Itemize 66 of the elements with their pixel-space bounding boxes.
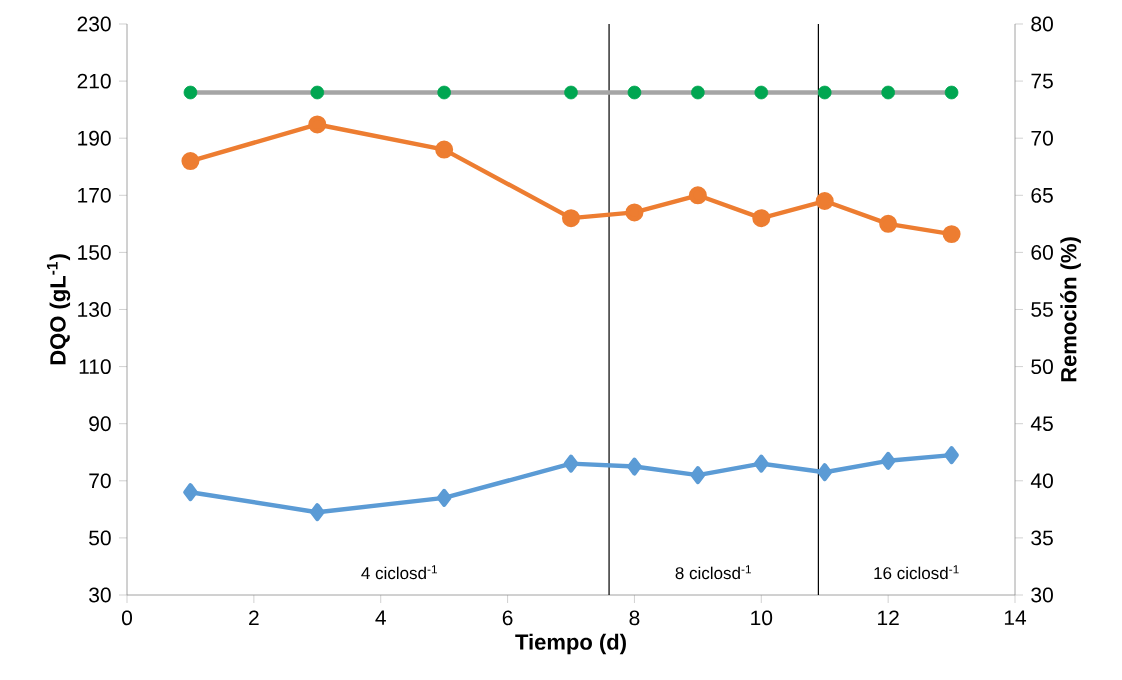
y2-tick-label: 40	[1030, 473, 1053, 489]
point	[880, 451, 896, 470]
y2-tick-label: 35	[1031, 530, 1053, 546]
y2-axis-title: Remoción (%)	[1060, 237, 1081, 382]
point	[183, 483, 198, 502]
point	[183, 85, 198, 100]
x-tick-label: 10	[751, 610, 773, 626]
point	[627, 85, 642, 100]
point	[817, 85, 832, 100]
point	[691, 85, 705, 100]
annotation: 4 ciclosd$^{-1}$	[361, 565, 438, 580]
point	[437, 85, 451, 100]
y-tick-label: 230	[77, 16, 111, 32]
y2-tick-label: 50	[1031, 359, 1053, 375]
y-tick-label: 90	[89, 416, 111, 432]
y2-tick-label: 80	[1031, 16, 1053, 32]
y2-tick-label: 75	[1031, 73, 1053, 89]
y2-tick-label: 45	[1030, 416, 1053, 432]
point	[436, 488, 452, 507]
x-tick-label: 12	[878, 610, 899, 626]
point	[754, 454, 769, 473]
point	[309, 503, 325, 522]
y-axis-title: DQO (gL$^{-1}$)	[46, 254, 71, 365]
y-tick-label: 210	[77, 73, 111, 89]
y-tick-label: 190	[78, 130, 111, 146]
y2-tick-label: 55	[1031, 302, 1053, 317]
point	[310, 85, 325, 100]
x-tick-label: 6	[502, 610, 513, 626]
y-tick-label: 150	[78, 244, 111, 260]
x-tick-label: 8	[629, 610, 640, 626]
point	[942, 225, 961, 244]
annotation: 16 ciclosd$^{-1}$	[874, 565, 959, 580]
y2-tick-label: 70	[1031, 130, 1053, 146]
y2-tick-label: 65	[1031, 187, 1053, 203]
y-tick-label: 110	[79, 359, 111, 375]
point	[688, 186, 707, 205]
point	[881, 85, 895, 100]
point	[627, 457, 642, 476]
y-tick-label: 70	[89, 473, 111, 489]
point	[752, 209, 771, 228]
x-tick-label: 0	[121, 610, 133, 626]
y-tick-label: 130	[78, 302, 111, 317]
x-tick-label: 2	[249, 610, 259, 626]
point	[944, 85, 959, 100]
point	[690, 466, 706, 485]
point	[625, 203, 644, 222]
point	[562, 209, 581, 228]
point	[879, 214, 898, 233]
x-axis-title: Tiempo (d)	[515, 633, 626, 655]
annotation: 8 ciclosd$^{-1}$	[675, 565, 751, 580]
y2-tick-label: 60	[1031, 244, 1053, 260]
y-tick-label: 170	[78, 187, 111, 203]
point	[435, 140, 454, 159]
point	[754, 85, 769, 100]
point	[181, 152, 200, 171]
y2-tick-label: 30	[1031, 587, 1053, 603]
x-tick-label: 14	[1004, 610, 1027, 625]
point	[563, 454, 579, 473]
y-tick-label: 30	[89, 587, 111, 603]
y-tick-label: 50	[89, 530, 111, 546]
x-tick-label: 4	[375, 610, 386, 625]
point	[944, 446, 959, 465]
point	[308, 115, 327, 134]
point	[817, 463, 833, 482]
point	[564, 85, 578, 100]
point	[815, 192, 834, 211]
